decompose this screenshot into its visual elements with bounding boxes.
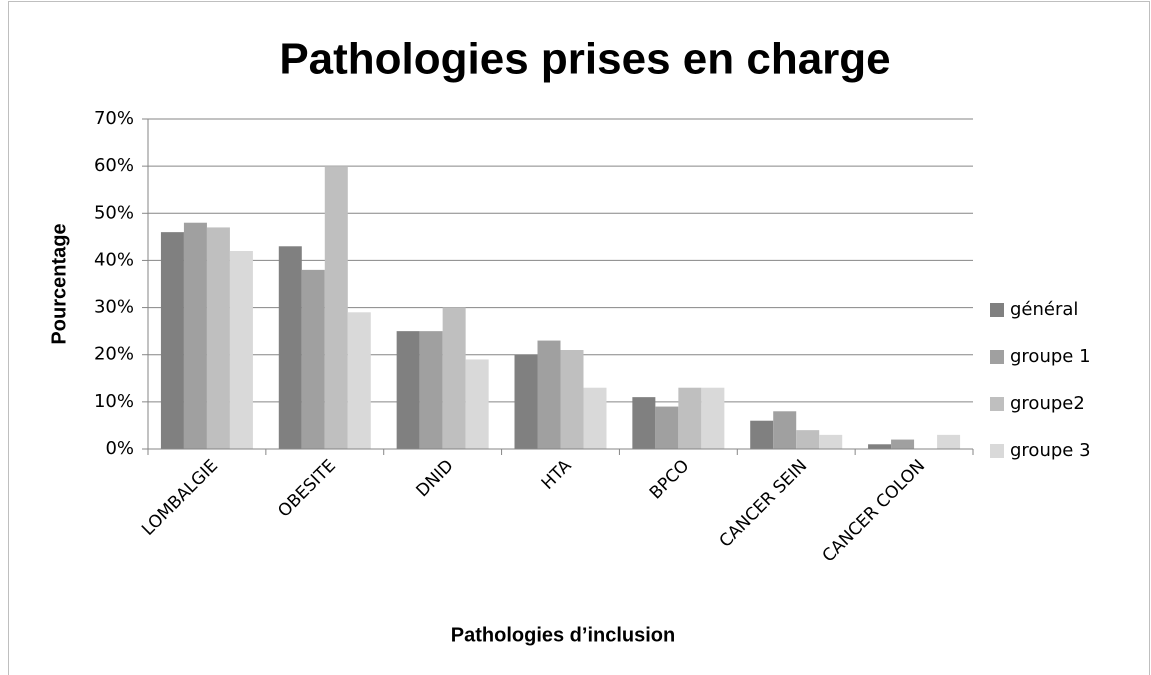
- bar: [206, 227, 230, 449]
- y-tick-label: 20%: [94, 344, 134, 365]
- bar: [583, 387, 607, 449]
- bar: [229, 251, 253, 449]
- y-tick-label: 40%: [94, 249, 134, 270]
- x-tick-label: LOMBALGIE: [138, 456, 222, 540]
- legend-label: général: [1010, 299, 1078, 320]
- bar: [868, 444, 892, 449]
- x-tick-label: CANCER SEIN: [716, 456, 812, 552]
- bar: [324, 166, 348, 449]
- y-axis-label: Pourcentage: [48, 223, 70, 344]
- y-tick-label: 70%: [94, 108, 134, 129]
- x-tick-label: HTA: [538, 456, 576, 494]
- y-tick-label: 0%: [105, 438, 134, 459]
- legend-swatch: [990, 303, 1004, 317]
- bar: [160, 232, 184, 449]
- y-tick-label: 10%: [94, 391, 134, 412]
- bar: [937, 434, 961, 449]
- bar: [560, 350, 584, 449]
- x-tick-label: CANCER COLON: [819, 456, 929, 566]
- bar: [514, 354, 538, 449]
- y-tick-label: 60%: [94, 155, 134, 176]
- bar: [655, 406, 679, 449]
- bar: [796, 430, 820, 449]
- bar: [183, 222, 207, 449]
- bar: [537, 340, 561, 449]
- legend-label: groupe 1: [1010, 346, 1091, 367]
- legend-label: groupe 3: [1010, 440, 1091, 461]
- chart-frame: [8, 1, 1150, 675]
- bar: [396, 331, 420, 449]
- bar: [678, 387, 702, 449]
- legend-swatch: [990, 444, 1004, 458]
- bar: [632, 397, 656, 449]
- x-tick-label: DNID: [413, 456, 458, 501]
- y-tick-label: 50%: [94, 202, 134, 223]
- bar: [301, 269, 325, 449]
- bar: [773, 411, 797, 449]
- bar: [750, 420, 774, 449]
- legend-swatch: [990, 350, 1004, 364]
- bar: [819, 434, 843, 449]
- chart-title: Pathologies prises en charge: [279, 35, 890, 84]
- bar: [442, 307, 466, 449]
- y-tick-label: 30%: [94, 297, 134, 318]
- bar: [701, 387, 725, 449]
- bar: [419, 331, 443, 449]
- bar: [465, 359, 489, 449]
- bar: [347, 312, 371, 449]
- x-tick-label: OBESITE: [274, 456, 340, 522]
- x-tick-label: BPCO: [646, 456, 693, 503]
- bar: [278, 246, 302, 449]
- x-axis-label: Pathologies d’inclusion: [451, 624, 675, 646]
- bar: [891, 439, 915, 449]
- legend-label: groupe2: [1010, 393, 1085, 414]
- legend-swatch: [990, 397, 1004, 411]
